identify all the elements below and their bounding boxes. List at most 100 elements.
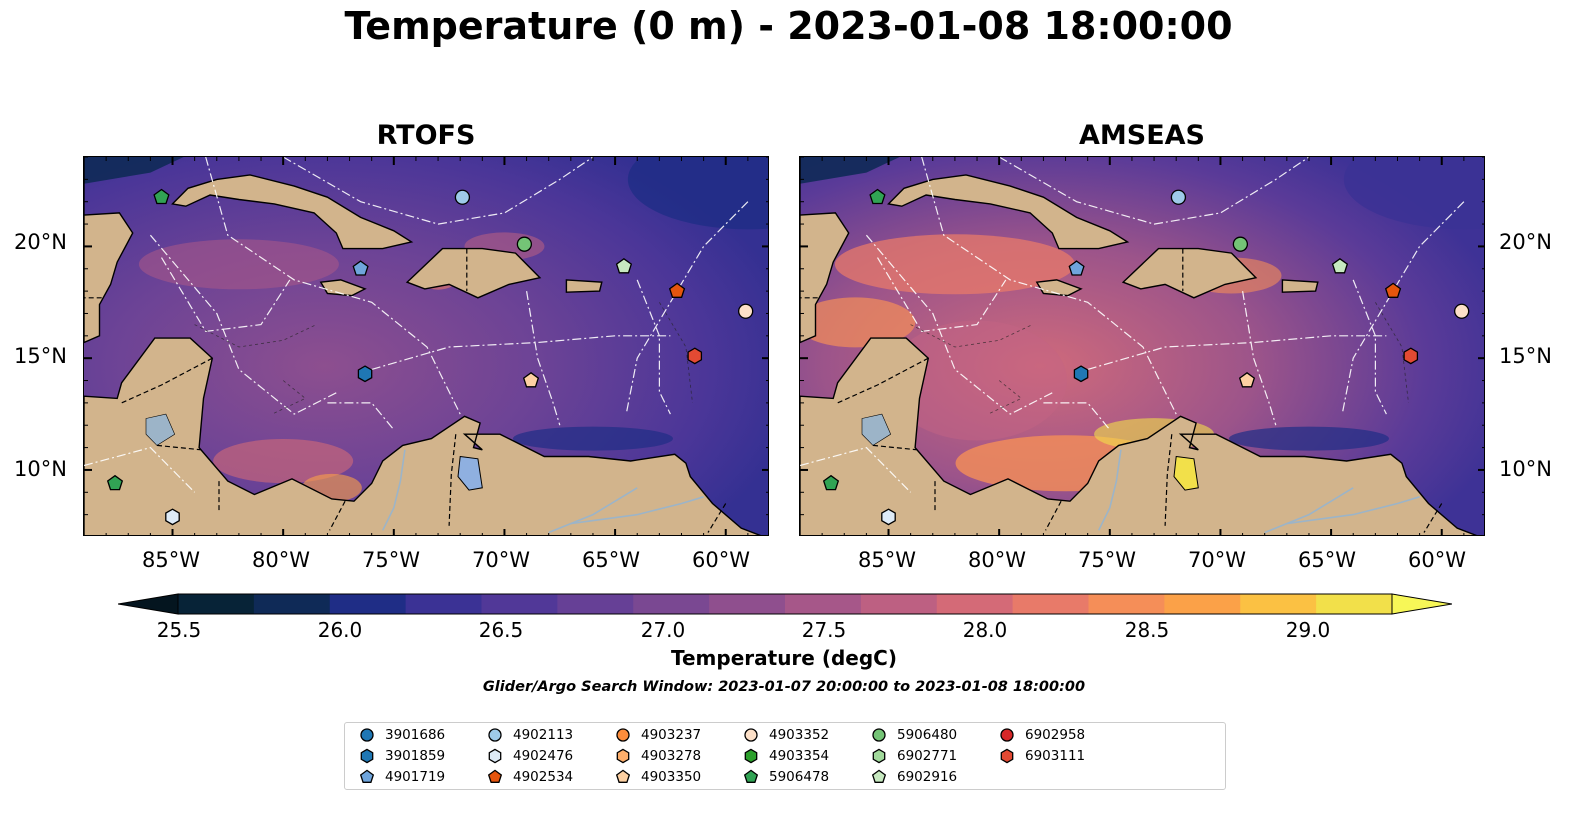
lake-maracaibo	[457, 455, 483, 491]
river	[1286, 496, 1420, 525]
colorbar-segment	[405, 594, 482, 614]
lon-label-70w-2: 70°W	[1188, 548, 1246, 572]
legend-label: 5906480	[897, 727, 958, 743]
argo-float-marker	[1454, 303, 1470, 319]
country-border	[707, 503, 727, 533]
colorbar-segment	[557, 594, 634, 614]
colorbar-segment	[1316, 594, 1393, 614]
eez-boundary	[998, 157, 1310, 225]
figure-title: Temperature (0 m) - 2023-01-08 18:00:00	[344, 4, 1233, 48]
lat-label-20n-left: 20°N	[14, 230, 67, 254]
map-amseas	[799, 156, 1485, 536]
legend-label: 3901859	[385, 748, 446, 764]
argo-float-marker	[165, 508, 180, 526]
legend-marker-icon	[616, 728, 630, 742]
map-rtofs	[83, 156, 769, 536]
legend-marker-icon	[871, 769, 887, 783]
lon-label-60w: 60°W	[692, 548, 750, 572]
legend-label: 4903354	[769, 748, 830, 764]
legend-marker-icon	[1000, 748, 1014, 764]
eez-boundary	[800, 446, 912, 493]
legend-item: 3901859	[359, 746, 445, 766]
yucatan-land	[84, 157, 134, 344]
legend-marker-icon	[616, 748, 630, 764]
hispaniola-island	[1121, 247, 1258, 299]
eez-boundary	[282, 157, 594, 225]
legend-marker-icon	[360, 728, 374, 742]
float-legend: 3901686 3901859 4901719 4902113 4902476 49025…	[344, 722, 1226, 790]
lat-label-10n-left: 10°N	[14, 457, 67, 481]
colorbar-tick: 26.0	[317, 618, 363, 642]
colorbar-segment	[860, 594, 938, 614]
search-window-text: Glider/Argo Search Window: 2023-01-07 20…	[482, 679, 1086, 695]
argo-float-marker	[822, 474, 840, 491]
bathymetry-contour	[194, 324, 317, 348]
lat-label-10n-right: 10°N	[1499, 457, 1552, 481]
legend-marker-icon	[1000, 728, 1014, 742]
colorbar-tick: 28.0	[962, 618, 1008, 642]
country-border	[329, 500, 346, 531]
argo-float-marker	[454, 189, 471, 205]
eez-boundary	[1242, 291, 1277, 426]
legend-label: 4903237	[641, 727, 702, 743]
upwelling-zone	[512, 426, 673, 451]
eez-boundary	[865, 234, 1055, 415]
lake-nicaragua	[861, 413, 892, 446]
eez-boundary	[1087, 335, 1387, 370]
argo-float-marker	[615, 257, 633, 274]
jamaica-island	[319, 279, 367, 297]
eez-boundary	[636, 279, 671, 415]
argo-float-marker	[738, 303, 754, 319]
cold-water-gulf	[84, 157, 184, 184]
bathymetry-contour	[910, 324, 1033, 348]
panel-title-amseas: AMSEAS	[1079, 120, 1205, 151]
legend-item: 4903350	[615, 767, 701, 787]
colorbar-extend-max	[1391, 593, 1453, 615]
legend-item: 4902113	[487, 725, 573, 745]
legend-item: 6902771	[871, 746, 957, 766]
argo-float-marker	[1068, 260, 1085, 276]
yucatan-land	[800, 157, 850, 344]
legend-item: 4902476	[487, 746, 573, 766]
colorbar-segment	[329, 594, 407, 614]
lon-label-65w-2: 65°W	[1298, 548, 1356, 572]
legend-label: 4901719	[385, 769, 446, 785]
argo-float-marker	[1232, 236, 1249, 252]
legend-item: 4903352	[743, 725, 829, 745]
legend-item: 4902534	[487, 767, 573, 787]
argo-float-marker	[1331, 257, 1349, 274]
legend-item: 4903354	[743, 746, 829, 766]
colorbar-segment	[178, 594, 255, 614]
eez-boundary	[921, 157, 1177, 415]
eez-boundary	[1341, 201, 1465, 415]
lake-nicaragua	[145, 413, 176, 446]
legend-label: 6903111	[1025, 748, 1086, 764]
argo-float-marker	[668, 282, 686, 298]
argo-float-marker	[881, 508, 896, 526]
legend-item: 6902958	[999, 725, 1085, 745]
legend-marker-icon	[488, 748, 502, 764]
lon-label-80w: 80°W	[252, 548, 310, 572]
legend-item: 4903278	[615, 746, 701, 766]
lon-label-60w-2: 60°W	[1408, 548, 1466, 572]
river	[1097, 449, 1122, 531]
argo-float-marker	[1170, 189, 1187, 205]
upwelling-zone	[1228, 426, 1389, 451]
hispaniola-island	[405, 247, 542, 299]
lon-label-75w: 75°W	[362, 548, 420, 572]
eez-boundary	[84, 446, 196, 493]
lat-label-15n-left: 15°N	[14, 344, 67, 368]
legend-label: 4902113	[513, 727, 574, 743]
lon-label-80w-2: 80°W	[968, 548, 1026, 572]
warm-water-patch	[800, 297, 916, 348]
river	[1264, 487, 1354, 534]
warm-water-patch	[213, 439, 354, 483]
south-america-land	[84, 337, 762, 535]
legend-marker-icon	[360, 748, 374, 764]
legend-label: 4902476	[513, 748, 574, 764]
lon-label-70w: 70°W	[472, 548, 530, 572]
country-border	[1164, 434, 1173, 526]
colorbar-extend-min	[117, 593, 179, 615]
colorbar-segment	[633, 594, 710, 614]
legend-label: 3901686	[385, 727, 446, 743]
